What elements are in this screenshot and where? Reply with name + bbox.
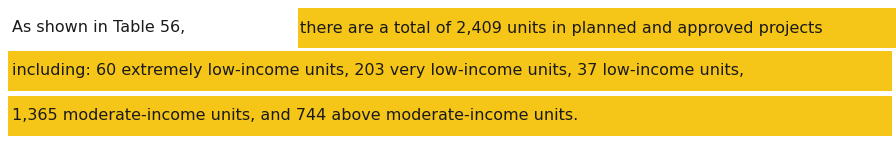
- Text: including: 60 extremely low-income units, 203 very low-income units, 37 low-inco: including: 60 extremely low-income units…: [12, 64, 744, 79]
- Bar: [297, 8, 896, 48]
- Text: there are a total of 2,409 units in planned and approved projects: there are a total of 2,409 units in plan…: [299, 20, 823, 35]
- Text: 1,365 moderate-income units, and 744 above moderate-income units.: 1,365 moderate-income units, and 744 abo…: [12, 108, 578, 124]
- Bar: [8, 96, 892, 136]
- Text: As shown in Table 56,: As shown in Table 56,: [12, 20, 190, 35]
- Bar: [8, 51, 892, 91]
